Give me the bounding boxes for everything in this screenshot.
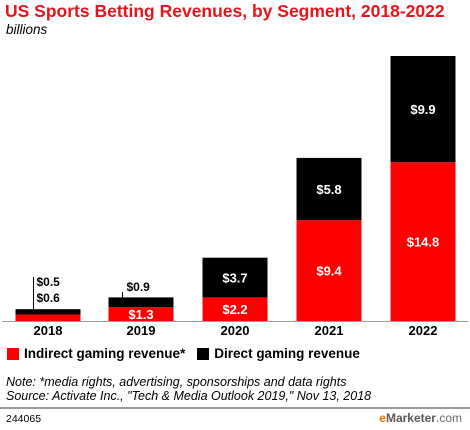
bar-direct-2021 xyxy=(296,157,362,221)
bar-direct-2018 xyxy=(15,309,81,315)
bar-direct-2020 xyxy=(202,257,268,298)
data-label-indirect-2020: $2.2 xyxy=(222,302,247,317)
bar-indirect-2022 xyxy=(390,162,456,321)
chart-subtitle: billions xyxy=(6,22,48,37)
chart-id: 244065 xyxy=(6,413,42,425)
emarketer-logo: eMarketer.com xyxy=(379,411,462,425)
note-line: Note: *media rights, advertising, sponso… xyxy=(6,375,347,389)
data-label-direct-2022: $9.9 xyxy=(410,102,435,117)
data-label-indirect-2018: $0.6 xyxy=(37,291,61,305)
x-tick-label-2020: 2020 xyxy=(221,323,250,338)
x-tick-label-2018: 2018 xyxy=(34,323,63,338)
data-label-direct-2021: $5.8 xyxy=(316,182,341,197)
data-label-indirect-2019: $1.3 xyxy=(128,307,153,322)
bar-indirect-2019 xyxy=(108,307,174,321)
chart-title: US Sports Betting Revenues, by Segment, … xyxy=(5,1,445,21)
bar-direct-2022 xyxy=(390,56,456,163)
source-line: Source: Activate Inc., "Tech & Media Out… xyxy=(6,389,372,403)
footer-divider xyxy=(0,407,470,409)
data-label-indirect-2021: $9.4 xyxy=(316,264,342,279)
legend-item-indirect: Indirect gaming revenue* xyxy=(7,346,185,361)
bar-indirect-2020 xyxy=(202,297,268,321)
chart-legend: Indirect gaming revenue* Direct gaming r… xyxy=(7,346,360,361)
chart-note: Note: *media rights, advertising, sponso… xyxy=(6,375,371,403)
data-label-direct-2018: $0.5 xyxy=(37,275,61,289)
legend-swatch-indirect xyxy=(7,347,19,360)
x-tick-label-2022: 2022 xyxy=(409,323,438,338)
x-tick-label-2021: 2021 xyxy=(315,323,344,338)
data-label-indirect-2022: $14.8 xyxy=(407,235,440,250)
data-label-direct-2020: $3.7 xyxy=(222,271,247,286)
legend-label-indirect: Indirect gaming revenue* xyxy=(24,346,186,361)
stacked-bar-chart: $0.5 $0.6 2018 $1.3 $0.9 2019 $2.2 $3.7 2020 $9.4… xyxy=(2,56,468,338)
legend-item-direct: Direct gaming revenue xyxy=(197,346,360,361)
bar-indirect-2021 xyxy=(296,220,362,321)
bar-direct-2019 xyxy=(108,297,174,308)
bar-indirect-2018 xyxy=(15,314,81,321)
legend-swatch-direct xyxy=(197,347,210,360)
legend-label-direct: Direct gaming revenue xyxy=(214,346,360,361)
x-tick-label-2019: 2019 xyxy=(127,323,156,338)
data-label-direct-2019: $0.9 xyxy=(127,280,151,294)
